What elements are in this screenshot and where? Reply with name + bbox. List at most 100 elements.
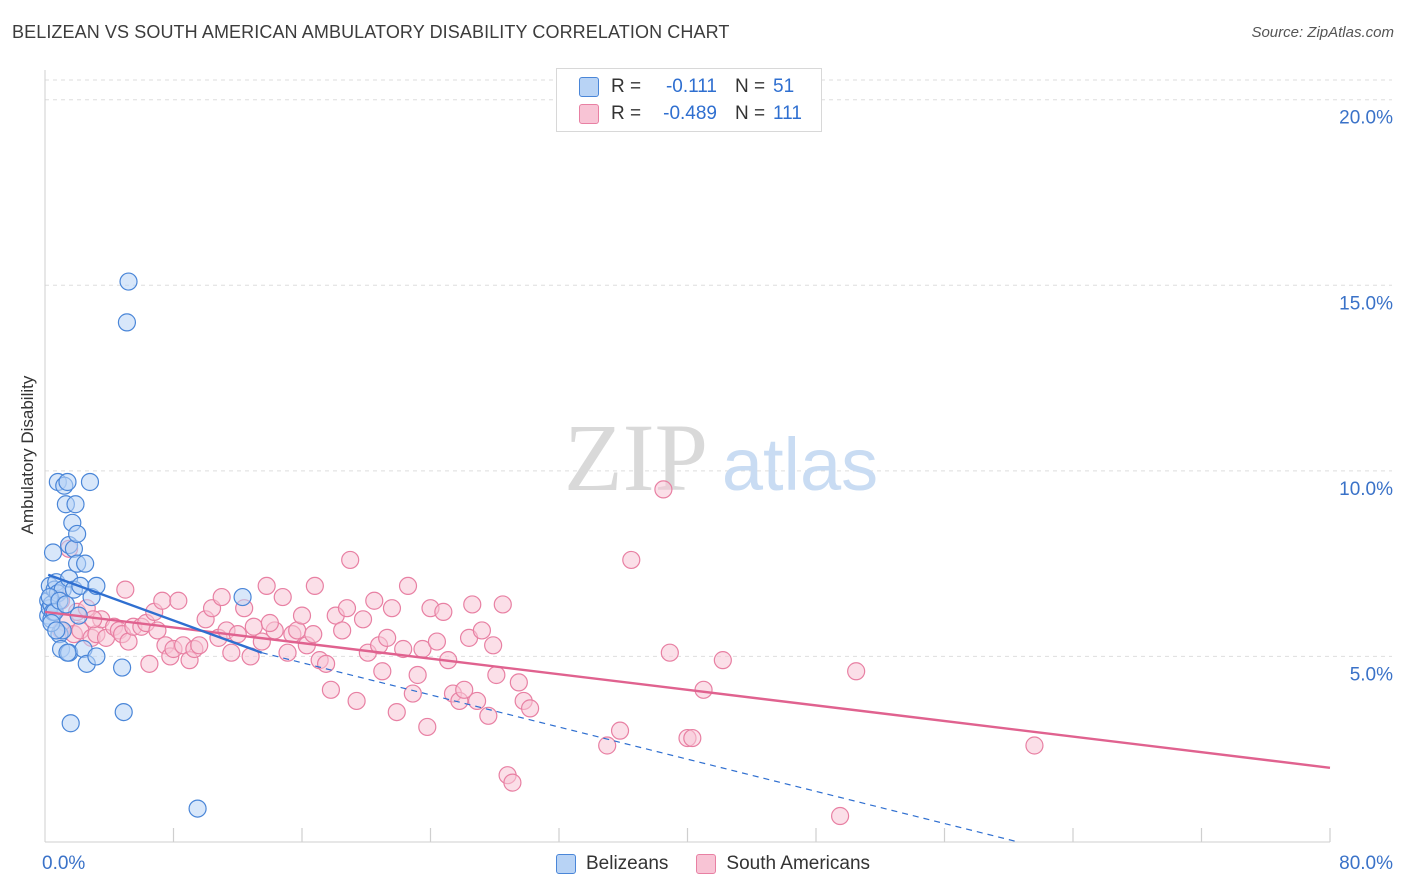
south-americans-point <box>654 480 673 499</box>
south-americans-point <box>365 591 384 610</box>
south-americans-point <box>622 550 641 570</box>
south-americans-point <box>347 691 366 711</box>
south-americans-point <box>479 706 498 725</box>
legend-item-belizeans[interactable]: Belizeans <box>556 853 668 875</box>
south-americans-point <box>337 599 357 618</box>
belizeans-trend-line <box>47 573 263 654</box>
legend-row-south-americans: R = -0.489 N = 111 <box>579 100 813 128</box>
south-americans-point <box>503 773 522 792</box>
belizeans-point <box>76 554 95 573</box>
south-americans-point <box>463 595 482 614</box>
belizeans-point <box>64 539 84 558</box>
south-americans-swatch <box>696 854 717 874</box>
south-americans-point <box>273 587 292 607</box>
correlation-legend: R = -0.111 N = 51 R = -0.489 N = 111 <box>556 68 822 132</box>
belizeans-point <box>188 799 207 818</box>
south-americans-point <box>373 662 392 681</box>
south-americans-point <box>260 613 279 633</box>
legend-row-belizeans: R = -0.111 N = 51 <box>579 73 813 101</box>
belizeans-point <box>66 495 85 514</box>
watermark-zip: ZIP <box>564 404 708 511</box>
south-americans-point <box>610 721 630 740</box>
south-americans-point <box>244 617 263 636</box>
south-americans-point <box>353 610 373 629</box>
south-americans-point <box>403 684 422 703</box>
south-americans-point <box>1025 736 1044 755</box>
south-americans-trend-line <box>44 610 1331 769</box>
belizeans-point <box>119 272 138 291</box>
south-americans-point <box>455 680 474 699</box>
south-americans-point <box>694 680 713 699</box>
belizeans-point <box>58 472 77 492</box>
belizeans-points <box>39 272 252 818</box>
south-americans-point <box>190 636 209 655</box>
south-americans-point <box>278 643 297 662</box>
south-americans-point <box>509 673 528 692</box>
n-value: 51 <box>773 76 795 97</box>
grid-lines <box>45 79 1392 657</box>
y-tick-label: 15.0% <box>1339 293 1393 314</box>
south-americans-point <box>212 587 231 607</box>
r-value: -0.111 <box>665 76 717 97</box>
series-legend: Belizeans South Americans <box>556 850 898 878</box>
belizeans-point <box>56 595 75 614</box>
legend-item-south-americans[interactable]: South Americans <box>696 853 870 875</box>
south-americans-point <box>398 576 418 596</box>
south-americans-point <box>153 591 172 610</box>
belizeans-trend-extension <box>261 652 1019 843</box>
south-americans-point <box>713 651 732 670</box>
x-tick-label-min: 0.0% <box>42 853 85 874</box>
belizeans-point <box>58 643 77 662</box>
south-americans-point <box>683 728 702 748</box>
south-americans-point <box>830 806 850 826</box>
r-value: -0.489 <box>663 103 717 124</box>
south-americans-point <box>333 621 352 640</box>
south-americans-point <box>304 625 323 644</box>
south-americans-point <box>341 550 360 570</box>
south-americans-point <box>418 717 437 737</box>
belizeans-point <box>43 543 63 562</box>
south-americans-point <box>660 643 679 662</box>
belizeans-point <box>80 472 100 492</box>
south-americans-point <box>598 736 617 755</box>
south-americans-point <box>140 654 159 673</box>
south-americans-point <box>382 599 402 618</box>
south-americans-point <box>520 699 540 718</box>
chart-title: BELIZEAN VS SOUTH AMERICAN AMBULATORY DI… <box>12 22 730 42</box>
south-americans-point <box>472 621 491 640</box>
watermark-atlas: atlas <box>722 423 878 506</box>
belizeans-point <box>87 647 106 666</box>
belizeans-swatch <box>556 854 576 874</box>
source-label: Source: ZipAtlas.com <box>1251 24 1394 41</box>
south-americans-point <box>378 628 397 647</box>
trend-lines <box>44 573 1331 843</box>
r-label: R = <box>611 76 642 97</box>
y-tick-label: 5.0% <box>1350 664 1393 685</box>
legend-label: South Americans <box>726 853 871 874</box>
x-tick-label-max: 80.0% <box>1339 853 1393 874</box>
south-americans-point <box>408 665 427 685</box>
belizeans-point <box>61 714 80 733</box>
belizeans-point <box>233 587 252 607</box>
south-americans-point <box>316 654 336 673</box>
south-americans-point <box>434 602 453 621</box>
y-tick-label: 20.0% <box>1339 108 1393 129</box>
belizeans-point <box>47 621 66 640</box>
south-americans-point <box>305 576 324 596</box>
tick-labels: 5.0% 10.0% 15.0% 20.0% 0.0% 80.0% <box>42 108 1393 874</box>
south-americans-point <box>847 662 866 681</box>
n-label: N = <box>735 76 766 97</box>
belizeans-point <box>68 524 87 544</box>
south-americans-points <box>43 480 1044 826</box>
n-label: N = <box>735 103 766 124</box>
south-americans-point <box>394 639 413 659</box>
south-americans-point <box>116 580 135 599</box>
south-americans-point <box>493 595 512 614</box>
r-label: R = <box>611 103 642 124</box>
south-americans-point <box>257 576 276 596</box>
south-americans-point <box>484 636 503 655</box>
south-americans-point <box>292 606 312 625</box>
south-americans-point <box>387 702 406 722</box>
belizeans-point <box>112 658 132 677</box>
